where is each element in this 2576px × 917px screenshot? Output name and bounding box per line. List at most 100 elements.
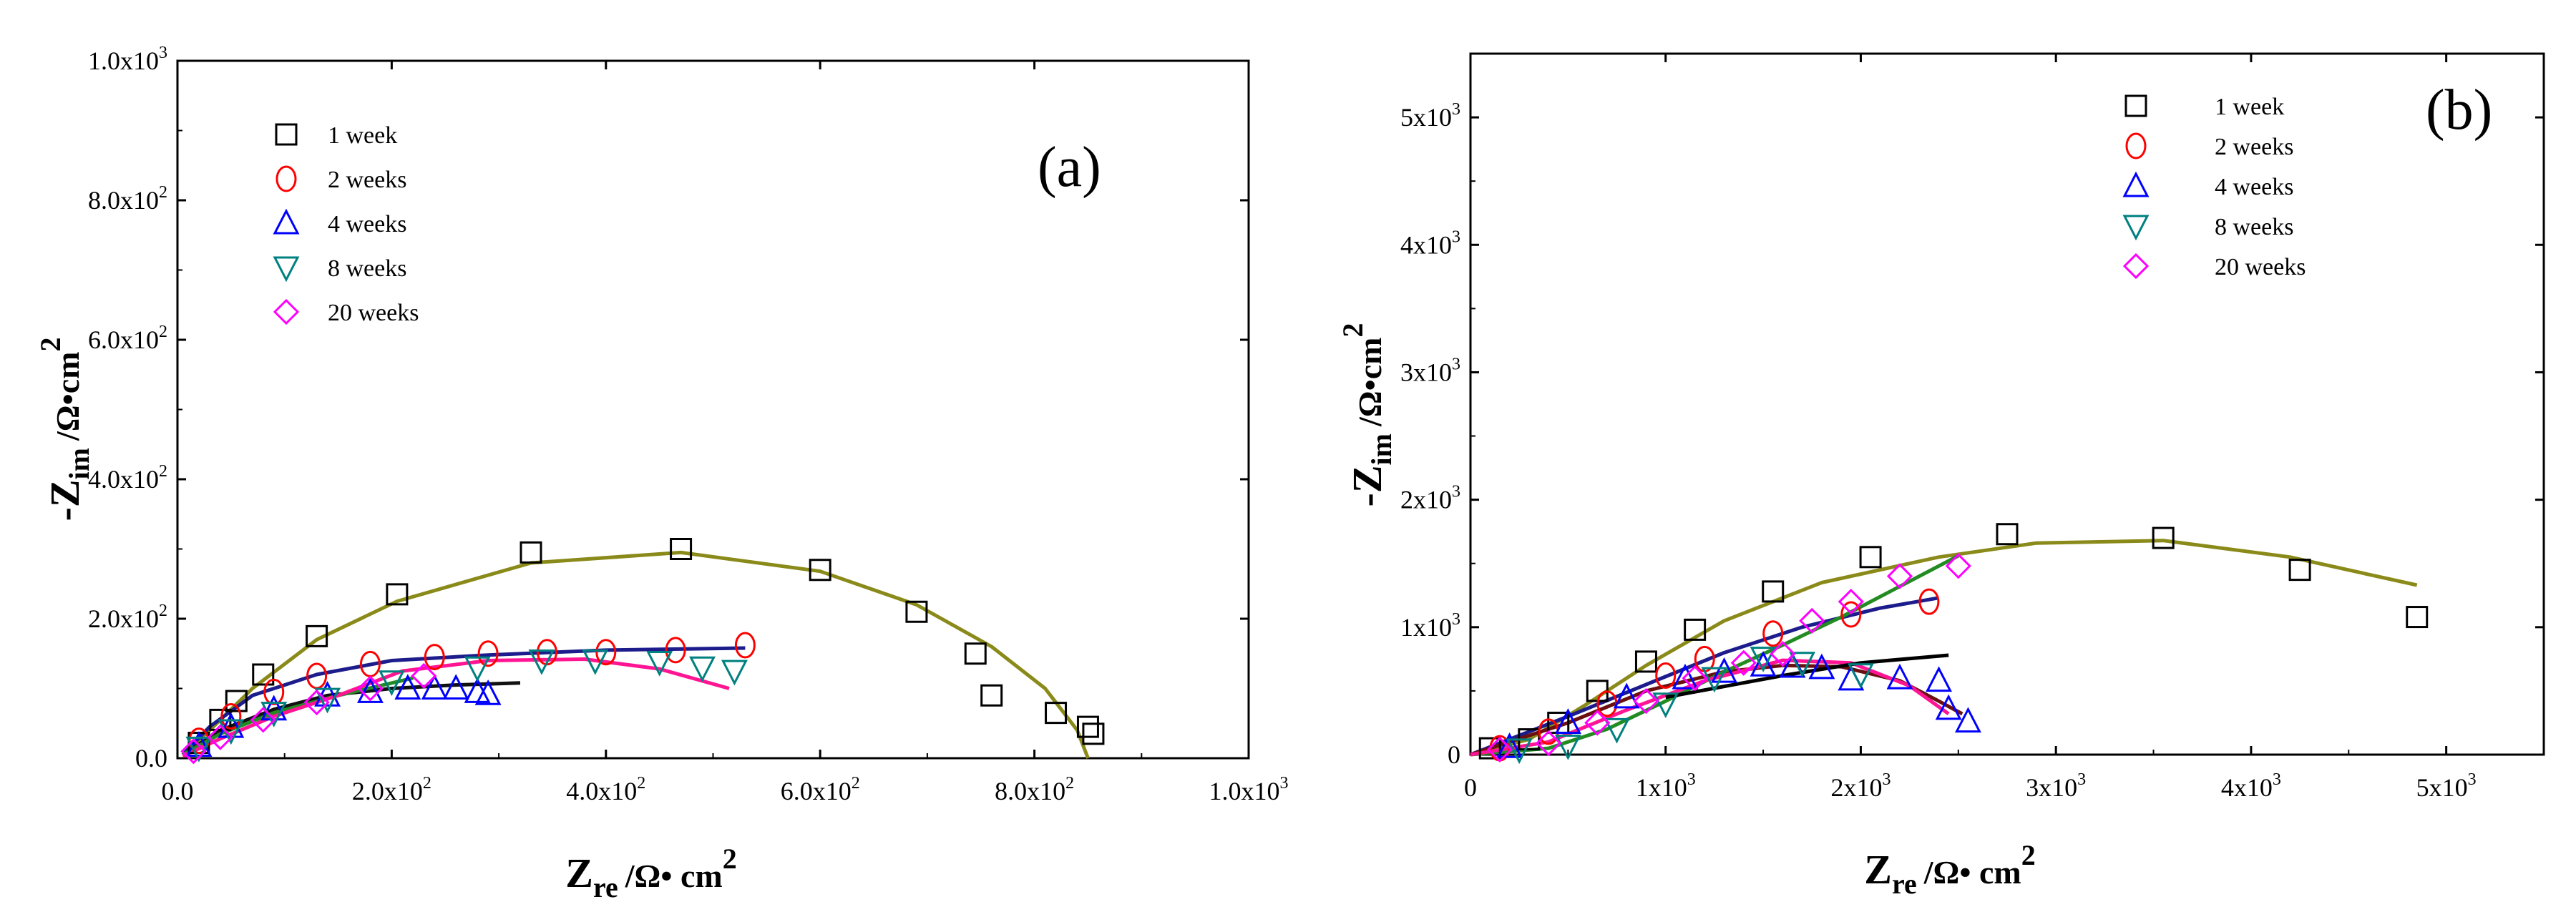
data-point bbox=[1789, 652, 1816, 677]
y-tick-label: 4x103 bbox=[1400, 227, 1460, 259]
y-tick-mantissa: 3x10 bbox=[1400, 358, 1452, 386]
data-point bbox=[2406, 606, 2429, 629]
data-point bbox=[464, 656, 491, 682]
y-label-main: -Z bbox=[1344, 465, 1390, 506]
data-point bbox=[357, 675, 384, 702]
data-point bbox=[646, 650, 673, 677]
x-tick-mantissa: 6.0x10 bbox=[781, 777, 852, 805]
x-tick-label: 2.0x102 bbox=[352, 774, 431, 805]
data-point bbox=[306, 624, 328, 647]
data-point bbox=[528, 649, 555, 675]
y-label-unit: /Ω•cm bbox=[1352, 338, 1388, 427]
data-point bbox=[314, 680, 341, 707]
x-tick-label: 0.0 bbox=[162, 777, 194, 805]
data-point bbox=[474, 680, 502, 705]
y-axis-label: -Zim/Ω•cm2 bbox=[34, 338, 95, 521]
y-tick-mantissa: 8.0x10 bbox=[88, 186, 159, 215]
x-label-sub: re bbox=[593, 871, 618, 903]
data-point bbox=[185, 736, 213, 762]
x-label-main: Z bbox=[565, 850, 593, 896]
data-point bbox=[1633, 688, 1659, 715]
data-point bbox=[665, 637, 686, 664]
x-tick-mantissa: 1.0x10 bbox=[1209, 777, 1280, 805]
x-tick-mantissa: 2x10 bbox=[1830, 773, 1882, 802]
data-point bbox=[1604, 717, 1631, 744]
fit-line bbox=[1470, 539, 2418, 757]
legend-marker bbox=[273, 208, 300, 235]
data-point bbox=[1996, 523, 2019, 546]
legend-label: 2 weeks bbox=[2215, 134, 2293, 160]
data-point bbox=[964, 642, 987, 665]
panel-b-chart: 0 1x103 2x103 3x103 4x103 5x10301x1032x1033x1… bbox=[1337, 52, 2545, 900]
x-tick-mantissa: 1x10 bbox=[1636, 773, 1687, 802]
y-tick-label: 1x103 bbox=[1400, 610, 1460, 642]
panel-label: (b) bbox=[2426, 79, 2492, 142]
x-tick-mantissa: 4x10 bbox=[2221, 773, 2273, 802]
legend-label: 8 weeks bbox=[328, 255, 406, 282]
legend-marker bbox=[275, 165, 297, 192]
x-tick-label: 1.0x103 bbox=[1209, 774, 1289, 805]
legend-marker bbox=[2122, 215, 2150, 241]
data-point bbox=[1762, 580, 1785, 603]
legend-label: 20 weeks bbox=[2215, 254, 2306, 280]
x-tick-exponent: 2 bbox=[1065, 774, 1074, 793]
x-tick-label: 0 bbox=[1464, 773, 1477, 802]
x-tick-mantissa: 0.0 bbox=[162, 777, 194, 805]
data-point bbox=[1672, 663, 1699, 690]
data-point bbox=[1584, 710, 1611, 736]
fit-line bbox=[181, 550, 1090, 759]
y-tick-exponent: 2 bbox=[159, 602, 167, 620]
data-point bbox=[1945, 553, 1971, 579]
data-point bbox=[250, 707, 276, 733]
data-point bbox=[980, 684, 1003, 707]
legend-label: 1 week bbox=[2215, 94, 2284, 120]
x-axis-label: Zre/Ω• cm2 bbox=[1864, 839, 2035, 900]
x-tick-exponent: 3 bbox=[1280, 774, 1289, 793]
x-tick-label: 6.0x102 bbox=[781, 774, 860, 805]
data-point bbox=[734, 632, 756, 659]
x-tick-label: 4.0x102 bbox=[566, 774, 645, 805]
data-point bbox=[670, 538, 693, 560]
data-point bbox=[378, 670, 405, 697]
y-tick-exponent: 2 bbox=[159, 183, 167, 202]
data-point bbox=[303, 689, 330, 716]
y-tick-mantissa: 6.0x10 bbox=[88, 325, 159, 354]
y-tick-label: 1.0x103 bbox=[88, 44, 167, 75]
x-tick-mantissa: 5x10 bbox=[2416, 773, 2468, 802]
legend-marker bbox=[273, 298, 300, 325]
y-label-main: -Z bbox=[42, 479, 88, 521]
y-tick-label: 5x103 bbox=[1400, 100, 1460, 132]
data-point bbox=[1847, 663, 1874, 690]
data-point bbox=[1506, 738, 1533, 765]
x-tick-mantissa: 0 bbox=[1464, 773, 1477, 802]
data-point bbox=[1886, 663, 1913, 690]
y-tick-exponent: 3 bbox=[1452, 355, 1460, 373]
y-tick-exponent: 2 bbox=[159, 323, 167, 341]
x-tick-label: 4x103 bbox=[2221, 770, 2281, 802]
data-point bbox=[1652, 692, 1679, 718]
data-point bbox=[1886, 563, 1913, 589]
data-point bbox=[1808, 653, 1835, 680]
x-tick-label: 8.0x102 bbox=[995, 774, 1074, 805]
data-point bbox=[180, 738, 207, 765]
x-label-sup: 2 bbox=[723, 843, 737, 875]
data-point bbox=[1954, 707, 1981, 733]
data-point bbox=[263, 678, 285, 705]
legend-label: 1 week bbox=[328, 122, 397, 149]
plot-frame bbox=[1469, 52, 2545, 756]
data-point bbox=[477, 640, 499, 667]
data-point bbox=[1730, 649, 1757, 676]
x-tick-mantissa: 2.0x10 bbox=[352, 777, 423, 805]
x-tick-label: 3x103 bbox=[2026, 770, 2086, 802]
data-point bbox=[1655, 662, 1677, 690]
y-tick-mantissa: 5x10 bbox=[1400, 103, 1452, 132]
y-label-sub: im bbox=[63, 448, 95, 479]
y-tick-exponent: 3 bbox=[1452, 610, 1460, 629]
data-point bbox=[394, 674, 421, 700]
data-point bbox=[1682, 665, 1708, 692]
x-tick-exponent: 3 bbox=[2273, 770, 2281, 789]
x-tick-label: 2x103 bbox=[1830, 770, 1890, 802]
y-tick-exponent: 3 bbox=[1452, 100, 1460, 119]
data-point bbox=[689, 656, 716, 682]
data-point bbox=[582, 649, 609, 675]
